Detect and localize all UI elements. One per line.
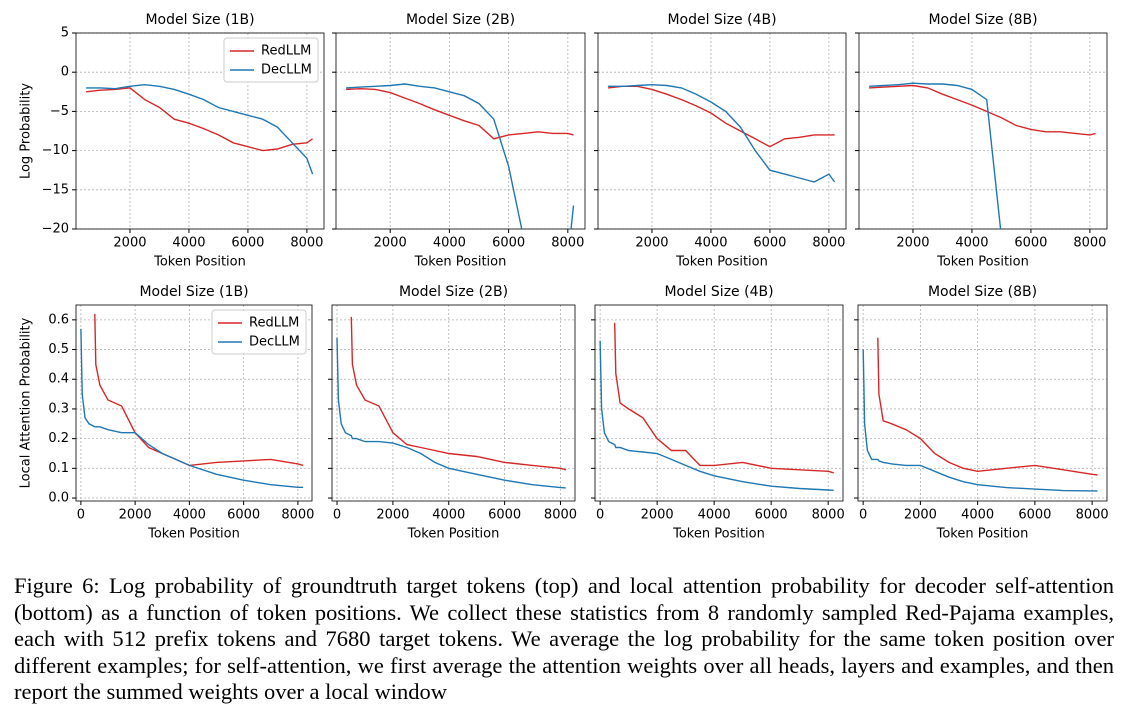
series-line (869, 82, 1002, 229)
x-tick-label: 6000 (227, 508, 260, 523)
chart-title: Model Size (8B) (928, 12, 1037, 28)
legend-label: DecLLM (261, 63, 312, 78)
axes-frame (857, 304, 1108, 502)
y-tick-label: 0.4 (48, 372, 69, 387)
x-tick-label: 2000 (376, 508, 409, 523)
x-tick-label: 4000 (433, 236, 466, 251)
x-tick-label: 6000 (492, 236, 525, 251)
legend-label: RedLLM (261, 44, 311, 59)
y-axis-label: Local Attention Probability (19, 317, 34, 488)
x-axis-label: Token Position (672, 527, 765, 542)
x-tick-label: 4000 (955, 236, 988, 251)
axes-frame (335, 32, 586, 230)
x-axis-label: Token Position (936, 255, 1029, 270)
x-tick-label: 6000 (1018, 508, 1051, 523)
x-tick-label: 8000 (281, 508, 314, 523)
axes-frame (75, 32, 325, 230)
y-tick-label: 5 (61, 26, 69, 41)
x-tick-label: 4000 (432, 508, 465, 523)
x-tick-label: 8000 (290, 236, 323, 251)
series-line (346, 83, 575, 229)
y-tick-label: 0.2 (48, 431, 69, 446)
series-line (614, 322, 834, 474)
y-tick-label: 0.0 (48, 491, 69, 506)
x-axis-label: Token Position (675, 255, 768, 270)
y-axis-label: Log Probability (19, 83, 34, 179)
x-tick-label: 8000 (551, 236, 584, 251)
x-tick-label: 8000 (812, 508, 845, 523)
x-tick-label: 8000 (1076, 508, 1109, 523)
x-tick-label: 2000 (641, 508, 674, 523)
series-line (86, 87, 314, 152)
x-axis-label: Token Position (153, 255, 246, 270)
y-tick-label: 0.6 (48, 312, 69, 327)
series-line (877, 337, 1098, 476)
x-tick-label: 0 (859, 508, 867, 523)
series-line (599, 340, 834, 491)
series-line (608, 85, 835, 148)
chart-title: Model Size (4B) (664, 284, 773, 300)
series-line (862, 349, 1098, 492)
x-tick-label: 2000 (374, 236, 407, 251)
x-tick-label: 4000 (961, 508, 994, 523)
legend-box (223, 37, 319, 83)
x-tick-label: 2000 (119, 508, 152, 523)
x-tick-label: 0 (596, 508, 604, 523)
chart-title: Model Size (2B) (399, 284, 508, 300)
chart-title: Model Size (1B) (139, 284, 248, 300)
series-line (869, 84, 1096, 136)
series-line (80, 328, 304, 488)
x-tick-label: 4000 (172, 236, 205, 251)
x-tick-label: 2000 (113, 236, 146, 251)
chart-title: Model Size (2B) (406, 12, 515, 28)
y-tick-label: −5 (50, 104, 69, 119)
x-tick-label: 8000 (544, 508, 577, 523)
x-axis-label: Token Position (936, 527, 1029, 542)
x-tick-label: 6000 (231, 236, 264, 251)
x-tick-label: 8000 (1073, 236, 1106, 251)
x-axis-label: Token Position (414, 255, 507, 270)
legend-label: DecLLM (249, 335, 300, 350)
x-tick-label: 2000 (635, 236, 668, 251)
y-tick-label: −15 (42, 182, 69, 197)
series-line (336, 337, 566, 489)
x-tick-label: 4000 (698, 508, 731, 523)
x-tick-label: 8000 (812, 236, 845, 251)
x-axis-label: Token Position (147, 527, 240, 542)
legend-box (211, 309, 307, 355)
series-line (86, 83, 314, 175)
x-tick-label: 2000 (896, 236, 929, 251)
axes-frame (331, 304, 576, 502)
axes-frame (594, 304, 844, 502)
series-line (608, 83, 836, 183)
axes-frame (858, 32, 1108, 230)
x-tick-label: 0 (77, 508, 85, 523)
series-line (346, 87, 574, 140)
x-tick-label: 6000 (1014, 236, 1047, 251)
chart-title: Model Size (1B) (145, 12, 254, 28)
figure: 2000 4000 6000 8000 −20 −15 −10 −5 0 5 Model Size … (19, 12, 1109, 542)
y-tick-label: −10 (42, 143, 69, 158)
y-tick-label: −20 (42, 222, 69, 237)
axes-frame (597, 32, 847, 230)
x-tick-label: 2000 (904, 508, 937, 523)
x-tick-label: 4000 (173, 508, 206, 523)
axes-frame (75, 304, 313, 502)
y-tick-label: 0.1 (48, 461, 69, 476)
y-tick-label: 0 (61, 65, 69, 80)
caption: Figure 6: Log probability of groundtruth… (14, 573, 1114, 704)
x-tick-label: 6000 (488, 508, 521, 523)
chart-title: Model Size (8B) (928, 284, 1037, 300)
x-tick-label: 6000 (755, 508, 788, 523)
chart-title: Model Size (4B) (667, 12, 776, 28)
x-tick-label: 6000 (753, 236, 786, 251)
series-line (350, 316, 566, 471)
legend-label: RedLLM (249, 316, 299, 331)
x-axis-label: Token Position (407, 527, 500, 542)
x-tick-label: 0 (333, 508, 341, 523)
y-tick-label: 0.3 (48, 401, 69, 416)
x-tick-label: 4000 (694, 236, 727, 251)
y-tick-label: 0.5 (48, 342, 69, 357)
